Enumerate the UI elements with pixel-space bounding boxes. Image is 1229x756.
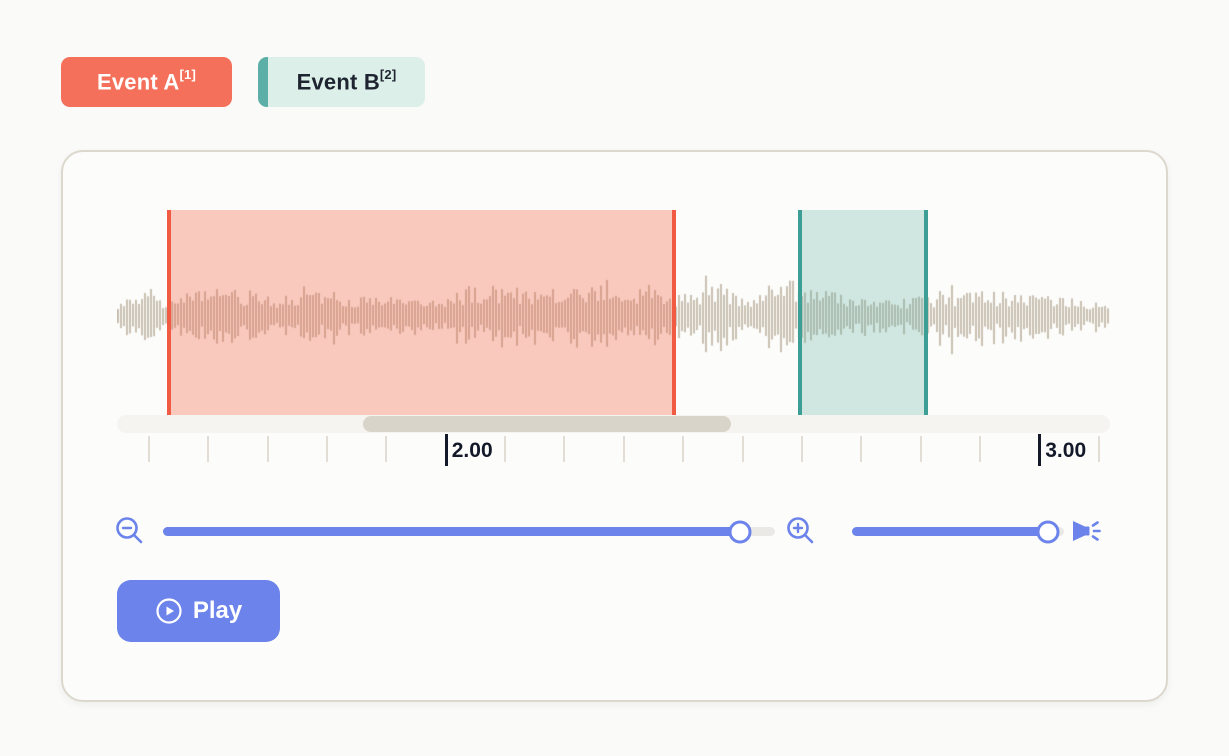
event-a-label: Event A[1] [97, 66, 196, 95]
event-b-label: Event B[2] [296, 66, 397, 95]
ruler: 2.00 3.00 [117, 433, 1110, 473]
minor-tick [978, 436, 981, 462]
waveform-canvas[interactable] [117, 210, 1110, 415]
zoom-in-icon [787, 517, 814, 544]
minor-tick [563, 436, 566, 462]
minor-tick [385, 436, 388, 462]
minor-tick [266, 436, 269, 462]
minor-tick [860, 436, 863, 462]
event-b-color-bar [258, 57, 268, 107]
waveform-area[interactable] [117, 210, 1110, 415]
minor-tick [1097, 436, 1100, 462]
tick-label: 3.00 [1045, 439, 1087, 462]
zoom-out-icon [116, 517, 143, 544]
volume-slider-fill [852, 527, 1049, 536]
event-a-index: [1] [179, 66, 196, 82]
play-button-label: Play [192, 597, 243, 624]
minor-tick [326, 436, 329, 462]
major-tick [444, 434, 448, 466]
play-button[interactable]: Play [117, 580, 280, 642]
event-b-index: [2] [379, 66, 397, 82]
major-tick [1038, 434, 1042, 466]
minor-tick [682, 436, 685, 462]
minor-tick [919, 436, 922, 462]
zoom-slider-track[interactable] [163, 520, 775, 543]
minor-tick [148, 436, 150, 462]
minor-tick [800, 436, 803, 462]
zoom-slider-fill [163, 527, 741, 536]
minor-tick [622, 436, 625, 462]
waveform-scrollbar-track[interactable] [117, 415, 1110, 433]
volume-button[interactable] [1068, 514, 1102, 548]
minor-tick [741, 436, 744, 462]
tick-label: 2.00 [451, 439, 493, 462]
region-event-b[interactable] [798, 210, 928, 415]
volume-slider-thumb[interactable] [1036, 520, 1060, 543]
zoom-out-button[interactable] [113, 514, 147, 548]
event-a-chip[interactable]: Event A[1] [61, 57, 232, 107]
volume-icon [1073, 521, 1101, 541]
zoom-slider-thumb[interactable] [728, 520, 752, 543]
zoom-in-button[interactable] [784, 514, 818, 548]
event-b-chip[interactable]: Event B[2] [258, 57, 425, 107]
scrollbar-thumb[interactable] [363, 416, 731, 432]
region-event-a[interactable] [167, 210, 676, 415]
minor-tick [207, 436, 210, 462]
controls-row [0, 509, 1229, 553]
minor-tick [504, 436, 507, 462]
play-icon [156, 598, 182, 624]
volume-slider-track[interactable] [852, 520, 1064, 543]
